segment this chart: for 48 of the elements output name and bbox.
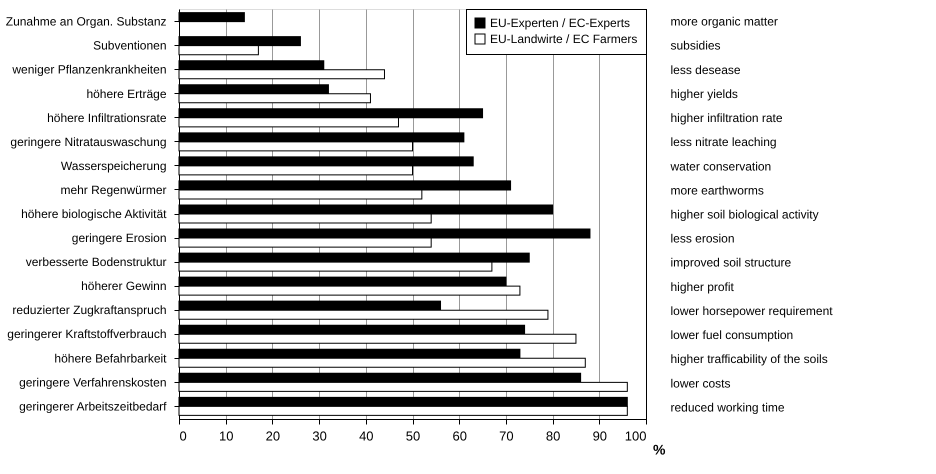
x-tick-label: 30 <box>312 428 327 444</box>
y-tick-label: Subventionen <box>93 38 166 53</box>
y2-tick-label: lower horsepower requirement <box>670 304 834 318</box>
x-tick-label: 10 <box>218 428 234 444</box>
x-tick-label: 90 <box>592 428 608 444</box>
y-tick-label: höhere Infiltrationsrate <box>47 110 167 125</box>
legend-label: EU-Experten / EC-Experts <box>490 16 630 30</box>
y-tick-label: weniger Pflanzenkrankheiten <box>11 62 166 77</box>
x-tick-label: 0 <box>180 428 187 444</box>
y2-tick-label: higher profit <box>670 280 735 294</box>
y-tick-label: reduzierter Zugkraftanspruch <box>12 303 166 318</box>
y-tick-label: Wasserspeicherung <box>60 158 166 173</box>
y-tick-label: Zunahme an Organ. Substanz <box>6 14 166 29</box>
legend-label: EU-Landwirte / EC Farmers <box>490 32 638 46</box>
y2-tick-label: improved soil structure <box>670 256 792 270</box>
y-tick-label: höhere biologische Aktivität <box>21 207 168 221</box>
y2-tick-label: less erosion <box>670 232 735 246</box>
x-tick-label: 100 <box>624 428 646 444</box>
y2-tick-label: more organic matter <box>670 14 778 29</box>
y-tick-label: verbesserte Bodenstruktur <box>26 255 166 270</box>
x-tick-label: 20 <box>266 428 280 444</box>
y2-tick-label: higher soil biological activity <box>670 208 819 222</box>
y2-tick-label: higher yields <box>670 86 738 101</box>
y2-tick-label: higher infiltration rate <box>670 111 783 126</box>
y2-tick-label: higher trafficability of the soils <box>670 352 828 366</box>
y2-tick-label: less desease <box>670 62 741 77</box>
x-tick-label: 70 <box>499 428 514 444</box>
x-tick-label: 40 <box>359 428 374 444</box>
y-tick-label: geringerer Arbeitszeitbedarf <box>19 399 168 414</box>
x-tick-label: 80 <box>546 428 560 444</box>
y2-tick-label: less nitrate leaching <box>670 135 777 150</box>
y-tick-label: geringere Nitratauswaschung <box>10 134 166 149</box>
y-tick-label: höhere Befahrbarkeit <box>54 351 168 366</box>
y-tick-label: höhere Erträge <box>86 86 167 101</box>
y2-tick-label: water conservation <box>670 159 772 174</box>
y-tick-label: geringere Verfahrenskosten <box>19 375 166 390</box>
y2-tick-label: subsidies <box>670 38 721 53</box>
y2-tick-label: more earthworms <box>670 183 764 198</box>
y2-tick-label: lower fuel consumption <box>670 328 794 342</box>
y-tick-label: geringerer Kraftstoffverbrauch <box>7 327 166 342</box>
x-axis-title: % <box>653 442 666 458</box>
x-tick-label: 60 <box>452 428 467 444</box>
y2-tick-label: reduced working time <box>670 400 785 414</box>
y-tick-label: höherer Gewinn <box>81 279 166 294</box>
y2-tick-label: lower costs <box>670 376 731 390</box>
x-tick-label: 50 <box>406 428 420 444</box>
y-tick-label: geringere Erosion <box>72 231 166 246</box>
y-tick-label: mehr Regenwürmer <box>60 182 166 197</box>
